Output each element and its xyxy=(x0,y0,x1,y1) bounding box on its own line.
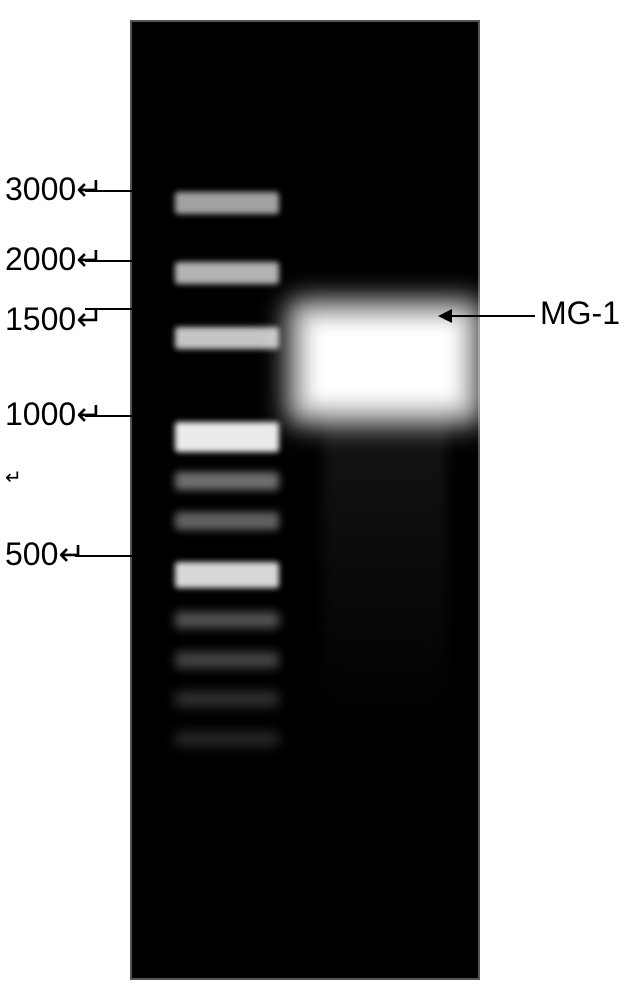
sample-lane xyxy=(307,22,462,978)
ladder-band xyxy=(175,327,279,349)
ladder-arrow xyxy=(85,308,150,310)
ladder-band xyxy=(175,422,279,452)
small-mark: ↵ xyxy=(5,465,22,490)
ladder-size-label: 1500↵ xyxy=(5,300,103,338)
ladder-lane xyxy=(162,22,292,978)
ladder-band xyxy=(175,652,279,668)
sample-smear xyxy=(323,402,447,722)
ladder-arrow xyxy=(85,190,150,192)
ladder-size-label: 500↵ xyxy=(5,535,85,573)
ladder-band xyxy=(175,512,279,530)
sample-label-text: MG-1 xyxy=(540,295,620,331)
ladder-band xyxy=(175,732,279,746)
small-mark-text: ↵ xyxy=(5,467,22,489)
ladder-arrow xyxy=(85,415,150,417)
sample-band xyxy=(310,322,459,402)
sample-arrow xyxy=(440,315,535,317)
ladder-band xyxy=(175,612,279,628)
ladder-band xyxy=(175,262,279,284)
ladder-band xyxy=(175,562,279,588)
ladder-band xyxy=(175,472,279,490)
sample-label: MG-1 xyxy=(540,295,620,332)
ladder-size-label: 1000↵ xyxy=(5,395,103,433)
ladder-arrow xyxy=(75,555,150,557)
ladder-size-label: 2000↵ xyxy=(5,240,103,278)
ladder-arrow xyxy=(85,260,150,262)
ladder-size-label: 3000↵ xyxy=(5,170,103,208)
ladder-band xyxy=(175,192,279,214)
ladder-band xyxy=(175,692,279,706)
gel-image xyxy=(130,20,480,980)
